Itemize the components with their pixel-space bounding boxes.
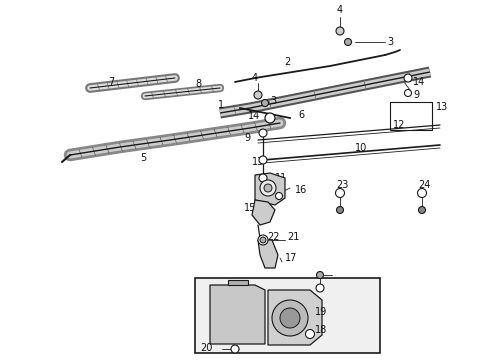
Text: 5: 5 xyxy=(140,153,146,163)
Circle shape xyxy=(259,129,267,137)
Polygon shape xyxy=(258,240,278,268)
Text: 3: 3 xyxy=(387,37,393,47)
Text: 17: 17 xyxy=(285,253,297,263)
Circle shape xyxy=(316,284,324,292)
Circle shape xyxy=(259,156,267,164)
Text: 16: 16 xyxy=(295,185,307,195)
Circle shape xyxy=(275,193,283,199)
Circle shape xyxy=(231,345,239,353)
Text: 21: 21 xyxy=(287,232,299,242)
Text: 3: 3 xyxy=(270,96,276,106)
Circle shape xyxy=(337,207,343,213)
Circle shape xyxy=(336,27,344,35)
Text: 23: 23 xyxy=(336,180,348,190)
Text: 18: 18 xyxy=(315,325,327,335)
Text: 7: 7 xyxy=(108,77,114,87)
Text: 22: 22 xyxy=(267,232,279,242)
Circle shape xyxy=(260,237,266,243)
Circle shape xyxy=(344,39,351,45)
Circle shape xyxy=(264,184,272,192)
Circle shape xyxy=(258,235,268,245)
Circle shape xyxy=(260,180,276,196)
Text: 13: 13 xyxy=(436,102,448,112)
Circle shape xyxy=(254,91,262,99)
Circle shape xyxy=(405,90,412,96)
Circle shape xyxy=(418,207,425,213)
Text: 1: 1 xyxy=(218,100,224,110)
Text: 14: 14 xyxy=(248,111,260,121)
Circle shape xyxy=(417,189,426,198)
Bar xyxy=(195,278,380,353)
Text: 15: 15 xyxy=(244,203,256,213)
Text: 9: 9 xyxy=(413,90,419,100)
Circle shape xyxy=(404,74,412,82)
Text: 12: 12 xyxy=(393,120,405,130)
Text: 14: 14 xyxy=(413,77,425,87)
Polygon shape xyxy=(255,173,285,205)
Circle shape xyxy=(317,271,323,279)
Bar xyxy=(390,102,432,130)
Circle shape xyxy=(265,113,275,123)
Circle shape xyxy=(305,329,315,338)
Polygon shape xyxy=(268,290,322,345)
Polygon shape xyxy=(252,200,275,225)
Text: 19: 19 xyxy=(315,307,327,317)
Polygon shape xyxy=(210,285,265,344)
Circle shape xyxy=(272,300,308,336)
Text: 20: 20 xyxy=(200,343,212,353)
Text: 24: 24 xyxy=(418,180,430,190)
Text: 4: 4 xyxy=(252,73,258,83)
Text: 2: 2 xyxy=(284,57,290,67)
Text: 8: 8 xyxy=(195,79,201,89)
Circle shape xyxy=(262,99,269,107)
Text: 11: 11 xyxy=(275,173,287,183)
Circle shape xyxy=(336,189,344,198)
Text: 9: 9 xyxy=(244,133,250,143)
Circle shape xyxy=(259,174,267,182)
Text: 13: 13 xyxy=(252,157,264,167)
Text: 4: 4 xyxy=(337,5,343,15)
Text: 10: 10 xyxy=(355,143,367,153)
Polygon shape xyxy=(228,280,248,285)
Circle shape xyxy=(280,308,300,328)
Text: 6: 6 xyxy=(298,110,304,120)
